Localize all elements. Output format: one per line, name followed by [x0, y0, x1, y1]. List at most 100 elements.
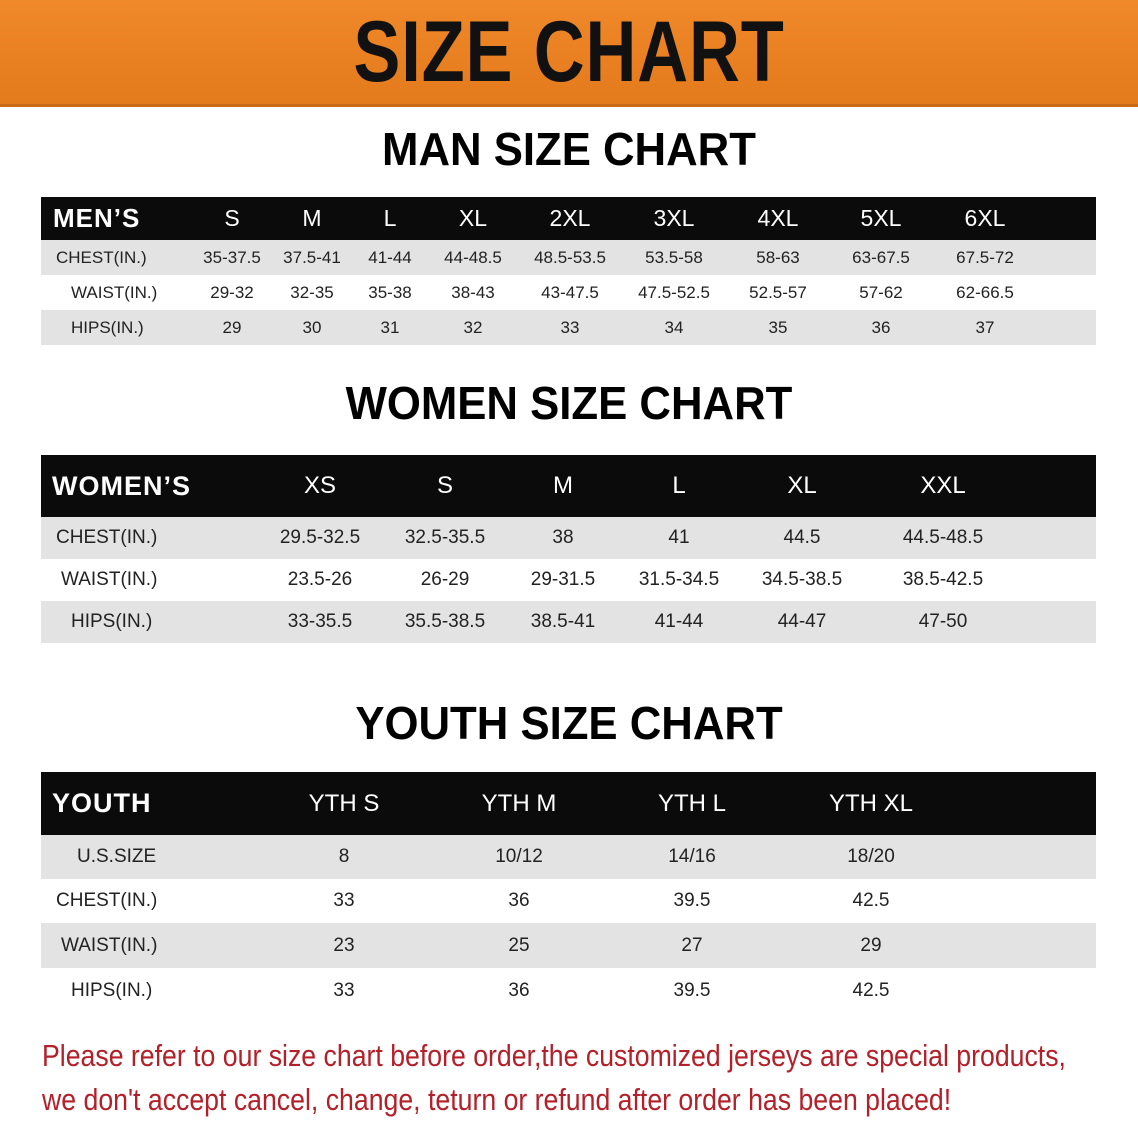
size-chart-banner: SIZE CHART — [0, 0, 1138, 107]
table-row: WAIST(IN.) 29-32 32-35 35-38 38-43 43-47.5 47.… — [41, 275, 1096, 310]
measurement-cell: 41-44 — [368, 247, 412, 267]
measurement-cell: 31 — [380, 317, 400, 337]
measurement-cell: 43-47.5 — [541, 282, 599, 302]
measurement-cell: 25 — [508, 934, 530, 956]
measurement-cell: 32 — [463, 317, 483, 337]
measurement-cell: 38.5-41 — [530, 611, 596, 632]
measurement-cell: 39.5 — [673, 890, 711, 911]
row-label: WAIST(IN.) — [61, 569, 158, 590]
row-label: WAIST(IN.) — [61, 934, 158, 956]
measurement-cell: 14/16 — [668, 846, 716, 867]
measurement-cell: 34.5-38.5 — [761, 569, 843, 590]
women-section-title: WOMEN SIZE CHART — [345, 377, 793, 429]
table-row: WAIST(IN.) 23.5-26 26-29 29-31.5 31.5-34.5 34… — [41, 559, 1096, 601]
measurement-cell: 33 — [560, 317, 580, 337]
measurement-cell: 44.5-48.5 — [902, 527, 984, 548]
table-row: CHEST(IN.) 29.5-32.5 32.5-35.5 38 41 44.5 44.5… — [41, 517, 1096, 559]
table-header-row: MEN’S S M L XL 2XL 3XL 4XL 5XL 6XL — [41, 197, 1096, 240]
size-header-cell: 2XL — [549, 205, 591, 231]
measurement-cell: 23 — [333, 934, 355, 956]
notice-line-1: Please refer to our size chart before or… — [42, 1038, 1066, 1073]
measurement-cell: 38 — [552, 527, 574, 548]
row-label: HIPS(IN.) — [71, 317, 144, 337]
measurement-cell: 26-29 — [420, 569, 470, 590]
table-title-cell: MEN’S — [53, 203, 141, 233]
size-header-cell: L — [383, 205, 397, 231]
size-header-cell: 5XL — [860, 205, 902, 231]
women-size-table: WOMEN’S XS S M L XL XXL CHEST(IN.) 29.5-32.5 32.5… — [41, 455, 1096, 643]
measurement-cell: 35-38 — [368, 282, 412, 302]
measurement-cell: 30 — [302, 317, 322, 337]
notice-line-2: we don't accept cancel, change, teturn o… — [42, 1082, 952, 1117]
measurement-cell: 34 — [664, 317, 684, 337]
size-header-cell: 3XL — [653, 205, 695, 231]
measurement-cell: 29.5-32.5 — [279, 527, 361, 548]
row-label: HIPS(IN.) — [71, 611, 153, 632]
size-header-cell: YTH S — [308, 789, 380, 817]
measurement-cell: 41-44 — [654, 611, 704, 632]
banner-title: SIZE CHART — [353, 4, 785, 100]
measurement-cell: 52.5-57 — [749, 282, 807, 302]
table-header-row: YOUTH YTH S YTH M YTH L YTH XL — [41, 772, 1096, 835]
measurement-cell: 29 — [222, 317, 242, 337]
size-header-cell: L — [672, 472, 686, 499]
measurement-cell: 53.5-58 — [645, 247, 703, 267]
measurement-cell: 67.5-72 — [956, 247, 1014, 267]
size-header-cell: 4XL — [757, 205, 799, 231]
measurement-cell: 44-48.5 — [444, 247, 502, 267]
measurement-cell: 18/20 — [847, 846, 895, 867]
measurement-cell: 48.5-53.5 — [534, 247, 606, 267]
measurement-cell: 36 — [871, 317, 891, 337]
table-header-row: WOMEN’S XS S M L XL XXL — [41, 455, 1096, 517]
measurement-cell: 33 — [333, 890, 355, 911]
size-header-cell: 6XL — [964, 205, 1006, 231]
measurement-cell: 32-35 — [290, 282, 334, 302]
measurement-cell: 44-47 — [777, 611, 827, 632]
size-header-cell: M — [553, 472, 573, 499]
table-row: HIPS(IN.) 29 30 31 32 33 34 35 36 37 — [41, 310, 1096, 345]
measurement-cell: 29-31.5 — [530, 569, 596, 590]
measurement-cell: 47-50 — [918, 611, 968, 632]
row-label: HIPS(IN.) — [71, 980, 153, 1001]
measurement-cell: 23.5-26 — [287, 569, 353, 590]
measurement-cell: 41 — [668, 527, 690, 548]
size-header-cell: YTH L — [657, 789, 727, 817]
measurement-cell: 42.5 — [852, 980, 890, 1001]
measurement-cell: 37 — [975, 317, 995, 337]
measurement-cell: 37.5-41 — [283, 247, 341, 267]
measurement-cell: 32.5-35.5 — [404, 527, 486, 548]
measurement-cell: 35.5-38.5 — [404, 611, 486, 632]
table-row: WAIST(IN.) 23 25 27 29 — [41, 923, 1096, 968]
measurement-cell: 36 — [508, 980, 530, 1001]
size-header-cell: S — [224, 205, 240, 231]
measurement-cell: 29 — [860, 934, 882, 956]
measurement-cell: 42.5 — [852, 890, 890, 911]
measurement-cell: 27 — [681, 934, 703, 956]
row-label: CHEST(IN.) — [56, 527, 158, 548]
row-label: U.S.SIZE — [77, 846, 157, 867]
table-row: U.S.SIZE 8 10/12 14/16 18/20 — [41, 835, 1096, 879]
row-label: WAIST(IN.) — [71, 282, 158, 302]
table-row: CHEST(IN.) 33 36 39.5 42.5 — [41, 879, 1096, 923]
men-section-title: MAN SIZE CHART — [382, 123, 756, 175]
measurement-cell: 35 — [768, 317, 788, 337]
youth-section-title: YOUTH SIZE CHART — [355, 697, 783, 749]
measurement-cell: 8 — [338, 846, 350, 867]
measurement-cell: 29-32 — [210, 282, 254, 302]
measurement-cell: 38-43 — [451, 282, 495, 302]
size-header-cell: S — [436, 472, 454, 499]
table-title-cell: YOUTH — [52, 788, 152, 818]
measurement-cell: 35-37.5 — [203, 247, 261, 267]
measurement-cell: 62-66.5 — [956, 282, 1014, 302]
table-title-cell: WOMEN’S — [52, 470, 191, 501]
table-row: HIPS(IN.) 33-35.5 35.5-38.5 38.5-41 41-44 44-… — [41, 601, 1096, 643]
measurement-cell: 38.5-42.5 — [902, 569, 984, 590]
size-header-cell: YTH XL — [828, 789, 914, 817]
measurement-cell: 33-35.5 — [287, 611, 353, 632]
measurement-cell: 63-67.5 — [852, 247, 910, 267]
measurement-cell: 57-62 — [859, 282, 903, 302]
size-header-cell: XL — [787, 472, 817, 499]
measurement-cell: 58-63 — [756, 247, 800, 267]
measurement-cell: 47.5-52.5 — [638, 282, 710, 302]
measurement-cell: 39.5 — [673, 980, 711, 1001]
